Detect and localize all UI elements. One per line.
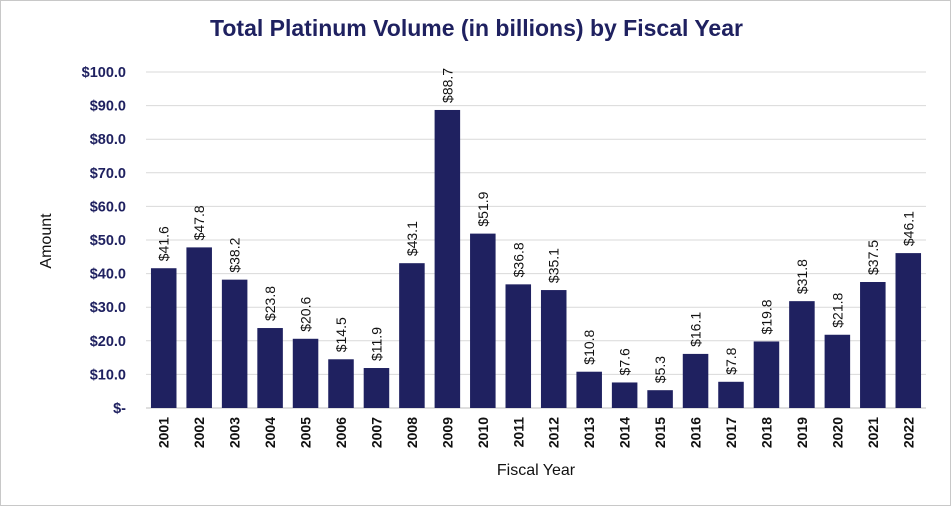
- data-label: $7.8: [723, 347, 739, 374]
- bar: [292, 338, 319, 408]
- bar: [611, 382, 638, 408]
- bar: [470, 233, 496, 408]
- x-tick-label: 2011: [510, 417, 526, 448]
- y-tick-label: $40.0: [90, 267, 126, 283]
- x-axis-title: Fiscal Year: [497, 462, 576, 479]
- data-label: $88.7: [439, 68, 455, 103]
- data-label: $7.6: [617, 348, 633, 375]
- data-label: $5.3: [652, 356, 668, 383]
- x-tick-label: 2008: [404, 417, 420, 448]
- data-label: $51.9: [475, 191, 491, 226]
- data-label: $23.8: [262, 286, 278, 321]
- x-tick-label: 2007: [368, 417, 384, 448]
- data-label: $38.2: [227, 237, 243, 272]
- bar: [753, 341, 780, 408]
- bar: [789, 301, 815, 408]
- y-tick-label: $60.0: [90, 199, 126, 215]
- y-tick-label: $90.0: [90, 99, 126, 115]
- x-tick-label: 2009: [439, 417, 455, 448]
- bar: [682, 353, 709, 408]
- data-label: $19.8: [758, 299, 774, 334]
- x-tick-label: 2021: [865, 417, 881, 448]
- x-tick-label: 2010: [475, 417, 491, 448]
- bar: [257, 328, 283, 408]
- bar: [328, 359, 354, 408]
- data-label: $10.8: [581, 329, 597, 364]
- data-label: $37.5: [865, 240, 881, 275]
- x-tick-label: 2022: [900, 417, 916, 448]
- x-tick-label: 2002: [191, 417, 207, 448]
- y-tick-label: $70.0: [90, 166, 126, 182]
- x-tick-label: 2015: [652, 417, 668, 448]
- y-axis-title: Amount: [38, 213, 55, 269]
- data-label: $47.8: [191, 205, 207, 240]
- x-tick-label: 2005: [298, 417, 314, 448]
- data-label: $20.6: [298, 297, 314, 332]
- x-tick-label: 2018: [758, 417, 774, 448]
- data-label: $43.1: [404, 221, 420, 256]
- bar: [895, 253, 922, 408]
- y-tick-label: $20.0: [90, 334, 126, 350]
- y-tick-label: $-: [113, 401, 126, 417]
- y-tick-label: $30.0: [90, 300, 126, 316]
- y-tick-label: $10.0: [90, 367, 126, 383]
- data-label: $14.5: [333, 317, 349, 352]
- bar: [363, 368, 390, 408]
- x-tick-label: 2013: [581, 417, 597, 448]
- data-label: $46.1: [900, 211, 916, 246]
- data-label: $41.6: [156, 226, 172, 261]
- data-label: $31.8: [794, 259, 810, 294]
- x-tick-label: 2001: [156, 417, 172, 448]
- x-tick-label: 2019: [794, 417, 810, 448]
- bar: [505, 284, 532, 408]
- x-tick-label: 2004: [262, 417, 278, 448]
- x-tick-label: 2014: [617, 417, 633, 448]
- y-tick-label: $100.0: [82, 65, 126, 81]
- y-tick-label: $50.0: [90, 233, 126, 249]
- bar: [150, 268, 177, 408]
- bar: [718, 381, 744, 408]
- data-label: $35.1: [546, 248, 562, 283]
- x-tick-label: 2012: [546, 417, 562, 448]
- bar: [434, 109, 461, 408]
- chart-title: Total Platinum Volume (in billions) by F…: [210, 15, 743, 41]
- x-tick-label: 2016: [688, 417, 704, 448]
- bar: [186, 247, 212, 408]
- data-label: $21.8: [829, 293, 845, 328]
- data-label: $16.1: [688, 312, 704, 347]
- x-tick-label: 2006: [333, 417, 349, 448]
- bar: [221, 279, 248, 408]
- bar: [399, 263, 425, 408]
- bar: [576, 371, 602, 408]
- x-tick-label: 2017: [723, 417, 739, 448]
- data-label: $36.8: [510, 242, 526, 277]
- bar: [647, 390, 673, 408]
- y-tick-label: $80.0: [90, 132, 126, 148]
- bar: [824, 334, 851, 408]
- x-tick-label: 2020: [829, 417, 845, 448]
- data-label: $11.9: [368, 327, 384, 361]
- bar: [540, 290, 567, 408]
- bar: [860, 282, 886, 408]
- x-tick-label: 2003: [227, 417, 243, 448]
